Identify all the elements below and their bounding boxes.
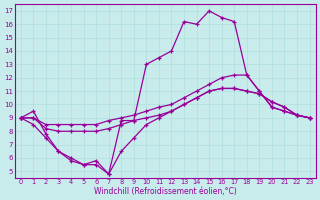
- X-axis label: Windchill (Refroidissement éolien,°C): Windchill (Refroidissement éolien,°C): [94, 187, 236, 196]
